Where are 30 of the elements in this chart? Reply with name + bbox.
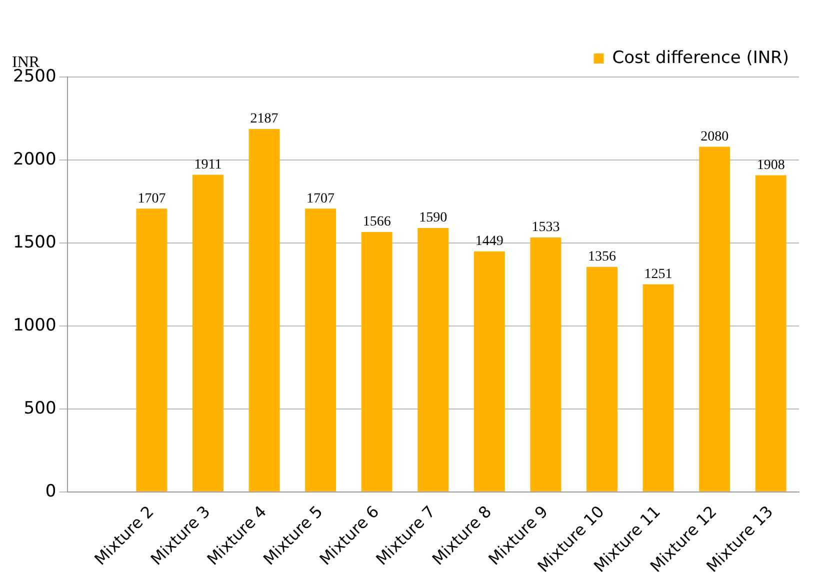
- data-label: 1449: [475, 234, 504, 250]
- bar: [361, 232, 392, 492]
- y-tick-label: 500: [24, 398, 56, 418]
- bar: [418, 228, 449, 492]
- data-label: 2187: [250, 112, 278, 127]
- y-tick-label: 1500: [13, 232, 56, 252]
- bar: [136, 208, 168, 492]
- data-label: 1566: [362, 214, 391, 230]
- bar: [755, 175, 786, 492]
- data-label: 1533: [532, 220, 560, 236]
- y-tick-label: 2000: [13, 149, 56, 170]
- bar: [699, 146, 730, 492]
- data-label: 1707: [306, 191, 335, 206]
- data-label: 1908: [756, 158, 785, 173]
- y-tick-label: 0: [45, 481, 56, 502]
- data-label: 1911: [194, 157, 222, 172]
- bar: [642, 284, 674, 492]
- data-label: 1707: [138, 191, 166, 206]
- bar: [192, 174, 224, 492]
- bar: [248, 128, 280, 492]
- bar: [530, 237, 562, 492]
- legend-label: Cost difference (INR): [612, 48, 789, 68]
- y-tick-label: 1000: [13, 315, 56, 336]
- data-label: 1251: [644, 266, 672, 282]
- data-label: 1356: [588, 250, 616, 265]
- bar: [586, 266, 618, 492]
- bar: [305, 208, 336, 492]
- data-label: 1590: [419, 210, 448, 226]
- bar: [474, 251, 505, 492]
- data-label: 2080: [700, 129, 729, 144]
